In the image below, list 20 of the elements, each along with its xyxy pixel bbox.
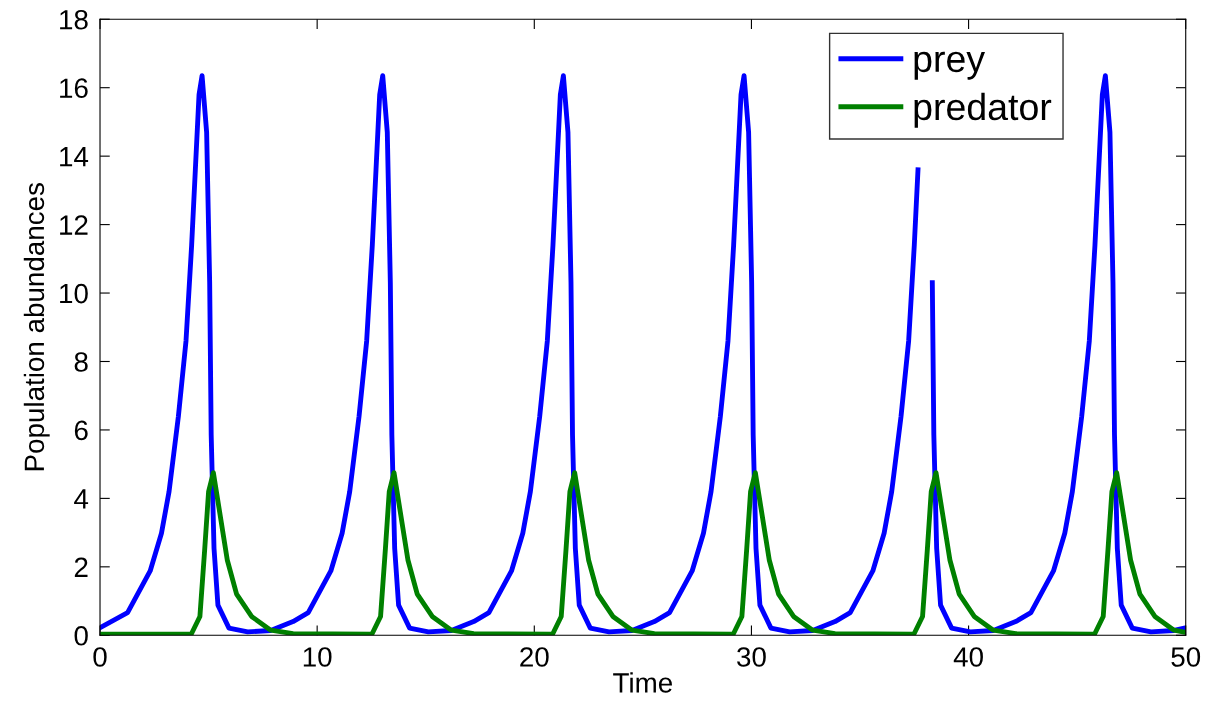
y-tick-label: 18	[60, 9, 88, 30]
x-tick-label: 10	[303, 647, 332, 667]
y-tick-label: 4	[74, 489, 89, 509]
y-tick-label: 6	[74, 420, 88, 441]
y-tick-label: 10	[60, 283, 88, 304]
x-tick-label: 0	[93, 647, 107, 667]
y-tick-label: 2	[74, 557, 88, 577]
y-tick-label: 14	[60, 147, 89, 167]
x-tick-label: 50	[1171, 647, 1201, 667]
x-tick-label: 40	[953, 647, 983, 667]
y-tick-label: 8	[74, 352, 88, 372]
legend-label: predator	[914, 92, 1052, 128]
x-axis-title: Time	[613, 672, 672, 693]
y-tick-label: 0	[74, 625, 88, 646]
y-tick-label: 12	[60, 215, 88, 235]
y-tick-label: 16	[60, 78, 88, 99]
legend-label: prey	[914, 51, 986, 80]
x-tick-label: 20	[520, 647, 549, 667]
y-axis-title: Population abundances	[23, 183, 50, 471]
x-tick-label: 30	[737, 647, 766, 667]
